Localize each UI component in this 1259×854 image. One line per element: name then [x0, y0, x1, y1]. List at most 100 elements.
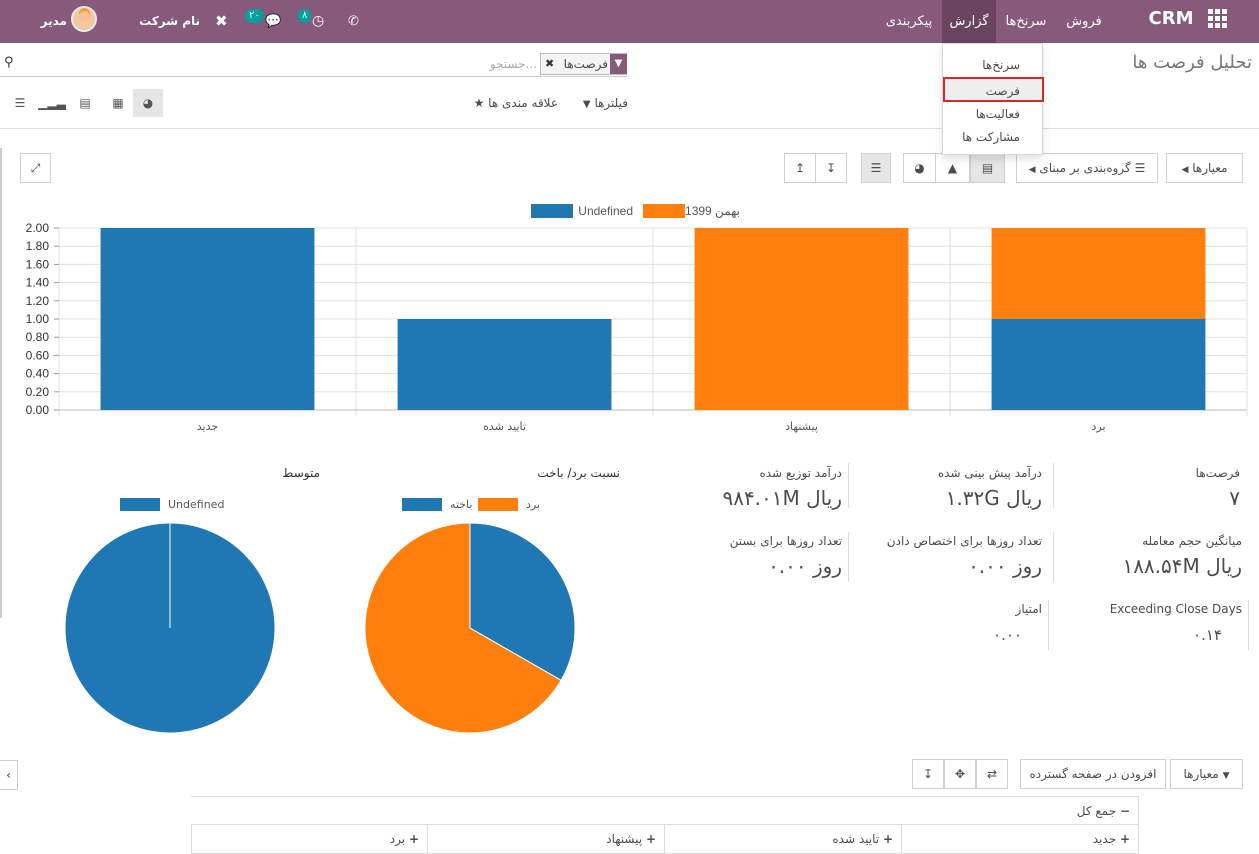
search-bar[interactable]	[0, 53, 627, 77]
line-chart-icon[interactable]: ▲	[935, 153, 970, 183]
kpi-score-value: ۰.۰۰	[993, 626, 1022, 644]
legend-label: برد	[526, 498, 540, 511]
clock-icon: ◷	[312, 13, 325, 29]
pivot-header-total[interactable]: جمع کل −	[191, 797, 1139, 826]
bar	[991, 319, 1206, 410]
chat-icon: 💬	[265, 14, 282, 29]
remove-facet-icon[interactable]: ✖	[545, 57, 555, 70]
caret-down-icon: ▼	[1222, 771, 1230, 781]
menu-leads[interactable]: سرنخ‌ها	[1005, 14, 1047, 29]
expand-icon[interactable]: ⤢	[20, 153, 51, 183]
messaging-menu[interactable]: ۲۰ 💬	[245, 0, 281, 43]
search-facet[interactable]: ✖ فرصت‌ها ▼	[540, 53, 627, 75]
plus-icon: +	[408, 832, 419, 846]
graph-view-icon[interactable]: ▤	[79, 96, 91, 110]
dropdown-item-leads[interactable]: سرنخ‌ها	[982, 58, 1020, 72]
y-tick-label: 0.20	[26, 385, 50, 399]
legend-label: Undefined	[168, 498, 224, 511]
menu-configuration[interactable]: پیکربندی	[885, 14, 933, 29]
pie-chart-icon[interactable]: ◕	[903, 153, 936, 183]
kpi-days-to-close[interactable]: تعداد روزها برای بستن ۰.۰۰ روز	[640, 534, 842, 578]
kpi-score[interactable]: امتیاز ۰.۰۰	[900, 602, 1042, 644]
plus-icon: +	[1119, 832, 1130, 846]
kpi-exceeding-close-days-label: Exceeding Close Days	[1109, 602, 1242, 616]
pivot-col-label: برد	[389, 832, 406, 846]
sort-asc-icon[interactable]: ↥	[784, 153, 816, 183]
pivot-measures-button[interactable]: معیارها ▼	[1170, 759, 1243, 789]
pivot-col-header[interactable]: پیشنهاد +	[428, 825, 665, 854]
pivot-col-label: تایید شده	[832, 832, 880, 846]
kpi-days-to-assign-value: ۰.۰۰ روز	[968, 554, 1042, 578]
cohort-view-icon[interactable]: ▁▂▃	[38, 96, 66, 110]
user-name[interactable]: مدیر سیستم	[23, 14, 67, 71]
flip-axis-icon[interactable]: ⇄	[976, 759, 1008, 789]
company-switcher[interactable]: نام شرکت شما	[139, 14, 200, 71]
top-navbar: CRM فروش سرنخ‌ها گزارش پیکربندی ✆ ۸ ◷ ۲۰…	[0, 0, 1259, 71]
groupby-button[interactable]: ◀ گروه‌بندی بر مبنای ☰	[1016, 153, 1158, 183]
table-view-icon[interactable]: ▦	[112, 96, 124, 110]
x-tick-label: پیشنهاد	[785, 420, 818, 433]
user-avatar[interactable]	[71, 6, 97, 32]
kpi-exceeding-close-days[interactable]: Exceeding Close Days ۰.۱۴	[1060, 602, 1242, 644]
graph-measures-label: معیارها	[1192, 161, 1228, 175]
filter-icon: ▼	[610, 54, 627, 74]
sort-desc-icon[interactable]: ↧	[815, 153, 847, 183]
dropdown-item-activities[interactable]: فعالیت‌ها	[975, 107, 1020, 121]
kpi-days-to-close-label: تعداد روزها برای بستن	[729, 534, 842, 548]
kpi-opportunities-value: ۷	[1229, 486, 1240, 510]
legend-swatch	[478, 498, 518, 511]
phone-icon[interactable]: ✆	[348, 14, 359, 29]
menu-reporting[interactable]: گزارش	[942, 0, 996, 43]
app-brand[interactable]: CRM	[1148, 8, 1194, 29]
legend-swatch	[402, 498, 442, 511]
pivot-header-total-label: جمع کل	[1076, 804, 1117, 818]
caret-left-icon: ◀	[1028, 165, 1036, 175]
kpi-avg-deal-size-value: ۱۸۸.۵۴M ریال	[1122, 554, 1242, 578]
minus-icon: −	[1119, 804, 1130, 818]
dashboard-view-icon[interactable]: ◕	[133, 89, 163, 117]
pivot-col-header[interactable]: برد +	[191, 825, 428, 854]
kpi-divider	[1053, 463, 1054, 508]
pivot-col-header[interactable]: جدید +	[902, 825, 1139, 854]
menu-sales[interactable]: فروش	[1066, 14, 1102, 29]
pie-slice	[364, 522, 562, 734]
apps-menu-icon[interactable]	[1208, 9, 1228, 29]
stack-icon[interactable]: ☰	[861, 153, 891, 183]
pivot-col-label: جدید	[1092, 832, 1117, 846]
kpi-divider	[1248, 600, 1249, 650]
y-tick-label: 1.60	[26, 257, 50, 271]
dropdown-item-partnerships[interactable]: مشارکت ها	[962, 130, 1020, 144]
graph-measures-button[interactable]: ◀ معیارها	[1166, 153, 1243, 183]
bar-chart-icon[interactable]: ▤	[970, 153, 1005, 183]
expand-all-icon[interactable]: ✥	[944, 759, 976, 789]
x-tick-label: برد	[1091, 420, 1105, 433]
kpi-expected-revenue-value: ۱.۳۲G ریال	[945, 486, 1042, 510]
pie-win-loss-title: نسبت برد/ باخت	[537, 466, 620, 480]
dropdown-item-opportunity[interactable]: فرصت	[943, 77, 1044, 102]
tools-icon[interactable]: ✖	[215, 12, 228, 30]
add-to-dashboard-button[interactable]: افزودن در صفحه گسترده	[1020, 759, 1166, 789]
plus-icon: +	[882, 832, 893, 846]
filters-button[interactable]: ▼ فیلترها	[576, 89, 628, 117]
kpi-days-to-assign[interactable]: تعداد روزها برای اختصاص دادن ۰.۰۰ روز	[850, 534, 1042, 578]
kpi-expected-revenue-label: درآمد پیش بینی شده	[937, 466, 1042, 480]
search-input[interactable]: جستجو...	[489, 57, 537, 71]
pivot-col-header[interactable]: تایید شده +	[665, 825, 902, 854]
plus-icon: +	[645, 832, 656, 846]
kpi-avg-deal-size-label: میانگین حجم معامله	[1142, 534, 1242, 548]
page-title: تحلیل فرصت ها	[1132, 52, 1252, 73]
kpi-prorated-revenue[interactable]: درآمد توزیع شده ۹۸۴.۰۱M ریال	[640, 466, 842, 510]
kpi-avg-deal-size[interactable]: میانگین حجم معامله ۱۸۸.۵۴M ریال	[1060, 534, 1242, 578]
pivot-header-total-row: جمع کل −	[191, 796, 1139, 826]
y-tick-label: 0.40	[26, 367, 50, 381]
download-icon[interactable]: ↧	[912, 759, 944, 789]
collapse-sidebar-icon[interactable]: ‹	[0, 760, 18, 790]
kpi-expected-revenue[interactable]: درآمد پیش بینی شده ۱.۳۲G ریال	[850, 466, 1042, 510]
kpi-opportunities[interactable]: فرصت‌ها ۷	[1060, 466, 1240, 510]
search-icon[interactable]: ⚲	[4, 55, 14, 70]
favorites-button[interactable]: ★ علاقه مندی ها	[468, 89, 558, 117]
list-view-icon[interactable]: ☰	[14, 96, 26, 110]
activity-menu[interactable]: ۸ ◷	[298, 0, 328, 43]
bar	[694, 228, 909, 410]
chart-ticks: 0.00 0.20 0.40 0.60 0.80 1.00 1.20 1.40 1.60 1.80…	[26, 221, 1106, 433]
